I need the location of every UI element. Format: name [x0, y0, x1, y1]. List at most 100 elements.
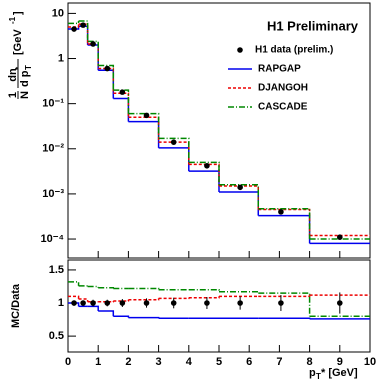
data-point: [337, 300, 343, 306]
step-segment: [87, 44, 99, 71]
y-tick-label: 1: [58, 52, 64, 64]
y-axis-label: MC/Data: [10, 283, 22, 328]
x-tick-label: 7: [276, 356, 282, 368]
legend-marker: [237, 47, 243, 53]
data-point: [237, 300, 243, 306]
y-tick-label: 1: [58, 297, 64, 309]
data-point: [104, 65, 111, 72]
step-segment: [128, 316, 160, 319]
data-point: [119, 300, 126, 306]
y-label-part: ]: [12, 11, 24, 15]
step-segment: [98, 67, 115, 94]
y-label-part: d p: [19, 70, 31, 87]
step-segment: [128, 112, 160, 139]
y-label-part: dn: [7, 68, 19, 82]
frame: [67, 259, 371, 353]
y-label-part: 1: [7, 92, 19, 98]
step-segment: [188, 289, 220, 292]
data-point: [104, 300, 111, 306]
step-segment: [258, 292, 311, 317]
y-label-part: [GeV: [12, 29, 24, 55]
data-point: [143, 112, 150, 119]
step-segment: [87, 40, 99, 66]
step-segment: [113, 315, 130, 318]
y-label-part: *: [14, 66, 23, 70]
data-point: [71, 300, 77, 306]
data-point: [90, 41, 96, 47]
step-segment: [78, 285, 89, 287]
step-segment: [98, 287, 115, 289]
legend-label: DJANGOH: [258, 83, 308, 94]
step-segment: [258, 214, 311, 244]
y-tick-label: 10: [52, 7, 64, 19]
step-segment: [78, 298, 89, 302]
y-tick-label: 10⁻²: [42, 143, 64, 155]
x-tick-label: 1: [95, 356, 101, 368]
step-segment: [258, 208, 311, 236]
data-point: [170, 300, 177, 306]
step-segment: [87, 43, 99, 69]
legend-label: CASCADE: [258, 102, 308, 113]
step-segment: [68, 295, 80, 300]
x-tick-label: 3: [156, 356, 162, 368]
legend-label: RAPGAP: [258, 64, 301, 75]
step-segment: [128, 120, 160, 148]
x-tick-label: 4: [186, 356, 193, 368]
x-tick-label: 9: [337, 356, 343, 368]
x-tick-label: 5: [216, 356, 222, 368]
step-segment: [188, 170, 220, 193]
data-point: [337, 234, 343, 240]
frame: [67, 2, 371, 259]
data-point: [278, 209, 284, 215]
y-tick-label: 1.5: [49, 264, 64, 276]
step-segment: [87, 305, 99, 311]
step-segment: [219, 183, 260, 209]
x-axis-label: p: [309, 367, 316, 379]
x-tick-label: 10: [364, 356, 376, 368]
step-segment: [68, 281, 80, 286]
step-segment: [128, 287, 160, 290]
data-point: [170, 139, 177, 145]
step-segment: [113, 97, 130, 122]
data-point: [204, 300, 210, 306]
data-point: [237, 184, 243, 191]
data-point: [80, 22, 86, 28]
data-point: [143, 300, 150, 306]
step-segment: [68, 24, 80, 28]
y-tick-label: 10⁻¹: [42, 98, 64, 110]
step-segment: [98, 69, 115, 99]
x-axis-label: T: [316, 372, 321, 381]
y-tick-label: 10⁻³: [42, 188, 64, 200]
step-segment: [158, 147, 190, 172]
step-segment: [158, 137, 190, 163]
step-segment: [78, 20, 89, 42]
data-point: [80, 300, 86, 306]
step-segment: [188, 161, 220, 185]
x-tick-label: 2: [125, 356, 131, 368]
x-axis-label: * [GeV]: [321, 367, 358, 379]
step-segment: [219, 291, 260, 294]
step-segment: [113, 92, 130, 118]
step-segment: [158, 141, 190, 165]
legend-title: H1 Preliminary: [267, 18, 359, 33]
data-point: [71, 26, 77, 32]
step-segment: [188, 296, 220, 299]
y-label-part: N: [19, 91, 31, 99]
y-label-part: T: [24, 65, 33, 70]
step-segment: [78, 25, 89, 45]
data-point: [119, 89, 126, 95]
y-label-part: -1: [8, 16, 17, 24]
step-segment: [87, 285, 99, 288]
data-point: [90, 300, 96, 306]
step-segment: [258, 317, 311, 319]
step-segment: [219, 191, 260, 216]
x-tick-label: 8: [307, 356, 313, 368]
y-tick-label: 10⁻⁴: [41, 233, 64, 245]
x-tick-label: 6: [246, 356, 252, 368]
step-segment: [258, 207, 311, 240]
step-segment: [258, 295, 311, 298]
y-tick-label: 0.5: [49, 330, 64, 342]
step-segment: [98, 64, 115, 91]
data-point: [278, 300, 284, 306]
